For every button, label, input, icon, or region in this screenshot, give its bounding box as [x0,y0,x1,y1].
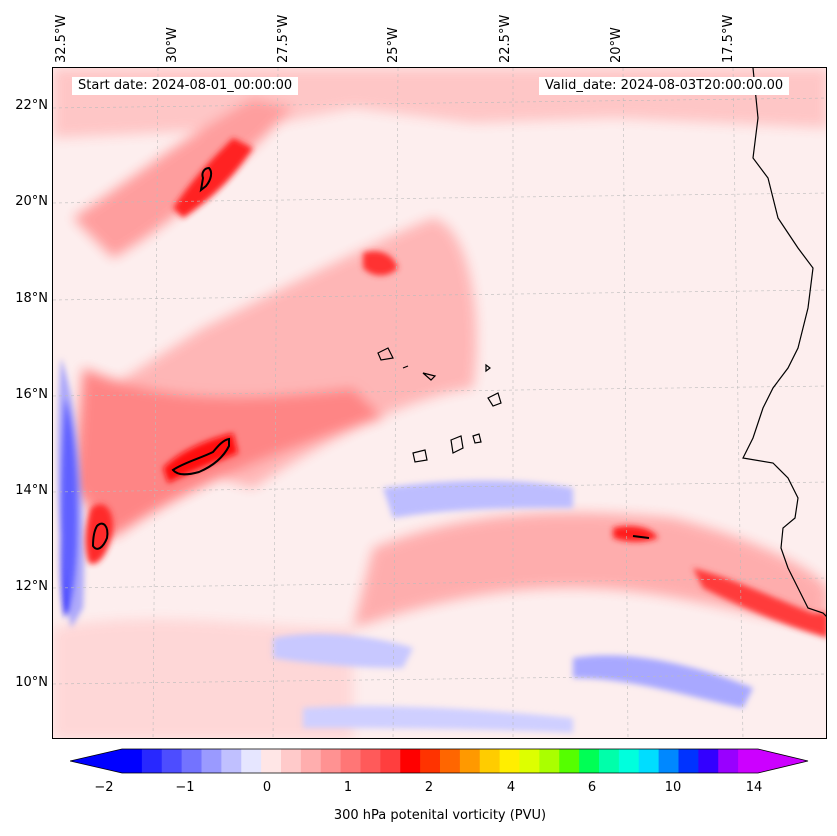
pv-blue-southeast [573,655,753,708]
lat-label-10n: 10°N [15,675,48,690]
colorbar-swatch [161,749,183,773]
colorbar-swatch [459,749,481,773]
lat-label-22n: 22°N [15,98,48,113]
pv-blue-west-halo [57,358,85,628]
lon-label-20w: 20°W [609,27,624,63]
colorbar-swatch [141,749,163,773]
pv-blue-south-patch [273,633,413,668]
lat-label-16n: 16°N [15,387,48,402]
pv-contour-south [632,535,650,539]
pv-contours [53,68,826,738]
colorbar-tick-m2: −2 [94,780,114,795]
colorbar-swatch [499,749,520,773]
colorbar-swatch [618,749,640,773]
colorbar-swatch [718,749,739,773]
colorbar-under-arrow [70,749,122,773]
colorbar-swatch [122,749,143,773]
colorbar-swatch [320,749,342,773]
pv-core-northwest [173,138,253,218]
colorbar-swatch [678,749,699,773]
colorbar-label: 300 hPa potenital vorticity (PVU) [333,808,547,823]
colorbar-swatch [201,749,222,773]
colorbar-swatch [261,749,282,773]
colorbar-swatch [340,749,361,773]
colorbar-outline [70,748,809,774]
colorbar-swatch [559,749,580,773]
colorbar-over-arrow [758,749,808,773]
pv-region-northwest-streak [73,98,293,258]
lat-label-20n: 20°N [15,194,48,209]
colorbar-tick-10: 10 [664,780,682,795]
colorbar-swatch [360,749,381,773]
colorbar-swatch [658,749,679,773]
lon-label-32-5w: 32.5°W [54,14,69,63]
colorbar-tick-1: 1 [343,780,353,795]
colorbar-swatch [579,749,600,773]
coastline [377,68,826,617]
colorbar-tick-0: 0 [262,780,272,795]
start-date-label: Start date: 2024-08-01_00:00:00 [72,77,299,95]
colorbar-swatch [181,749,202,773]
colorbar-swatch [221,749,242,773]
colorbar-swatch [479,749,501,773]
pv-field-map [53,68,826,738]
africa-coast [742,68,826,617]
colorbar-tick-14: 14 [745,780,763,795]
lat-label-18n: 18°N [15,291,48,306]
colorbar-swatch [539,749,560,773]
colorbar-swatch [380,749,401,773]
lat-label-14n: 14°N [15,483,48,498]
colorbar-swatch [300,749,322,773]
pv-core-west-edge [85,504,114,564]
pv-core-southeast [693,568,826,638]
colorbar-swatch [241,749,262,773]
lon-label-22-5w: 22.5°W [498,14,513,63]
colorbar-swatch [420,749,441,773]
colorbar-tick-m1: −1 [175,780,195,795]
graticule [53,68,826,738]
cape-verde-islands [377,347,502,463]
colorbar-tick-2: 2 [424,780,434,795]
colorbar [70,748,809,774]
pv-region-south-band [353,512,826,628]
colorbar-swatch [281,749,302,773]
map-panel [52,67,827,739]
colorbar-swatch [638,749,660,773]
colorbar-swatch [738,749,759,773]
lon-label-25w: 25°W [386,27,401,63]
colorbar-swatch [400,749,421,773]
pv-blue-far-south [303,706,573,733]
pv-core-central [363,251,398,276]
pv-contour-northwest [199,166,213,193]
valid-date-label: Valid_date: 2024-08-03T20:00:00.00 [539,77,790,95]
lon-label-27-5w: 27.5°W [276,14,291,63]
lat-label-12n: 12°N [15,579,48,594]
colorbar-swatch [599,749,620,773]
colorbar-tick-6: 6 [587,780,597,795]
lon-label-17-5w: 17.5°W [721,14,736,63]
pv-contour-west-edge [91,522,109,550]
pv-blue-south-band [383,480,573,518]
pv-contour-central [171,437,230,476]
colorbar-tick-4: 4 [506,780,516,795]
colorbar-swatch [519,749,540,773]
colorbar-swatch [698,749,719,773]
lon-label-30w: 30°W [165,27,180,63]
colorbar-swatch [440,749,461,773]
